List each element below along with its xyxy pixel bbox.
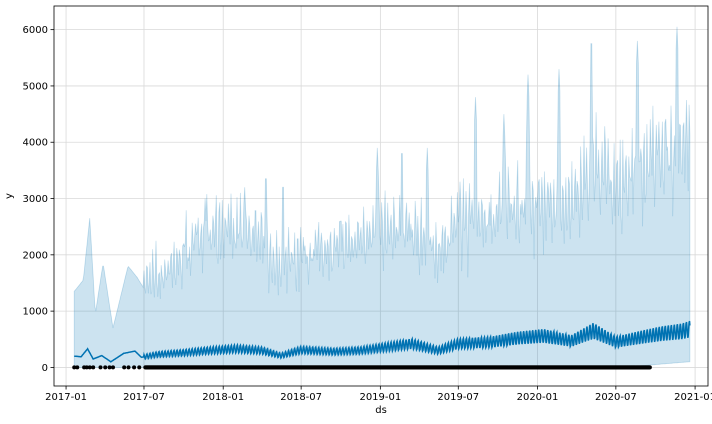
x-tick-label: 2017-01 [45, 392, 87, 403]
forecast-line-layer [74, 320, 691, 363]
plot-background [54, 6, 708, 386]
y-axis: 0 1000 2000 3000 4000 5000 6000 [23, 25, 54, 374]
observed-point [75, 365, 80, 370]
forecast-line [74, 320, 691, 363]
observed-point [137, 365, 142, 370]
plot-area-background [54, 6, 708, 386]
observed-point [132, 365, 137, 370]
x-tick-label: 2019-01 [359, 392, 401, 403]
observed-point [647, 365, 652, 370]
observed-point [103, 365, 108, 370]
observed-point [72, 365, 77, 370]
observed-point [126, 365, 131, 370]
observed-point [122, 365, 127, 370]
x-axis: 2017-01 2017-07 2018-01 2018-07 2019-01 2019-… [45, 386, 712, 403]
y-tick-label: 4000 [23, 138, 48, 149]
y-tick-label: 3000 [23, 194, 48, 205]
y-tick-label: 6000 [23, 25, 48, 36]
x-tick-label: 2018-07 [280, 392, 322, 403]
y-tick-label: 2000 [23, 250, 48, 261]
plot-frame [53, 5, 709, 387]
observed-point [98, 365, 103, 370]
x-tick-label: 2020-01 [517, 392, 559, 403]
observed-point [84, 365, 89, 370]
observed-point [87, 365, 92, 370]
x-tick-label: 2021-01 [674, 392, 712, 403]
x-axis-label: ds [375, 405, 387, 416]
x-tick-label: 2019-07 [437, 392, 479, 403]
observed-point [91, 365, 96, 370]
y-tick-label: 1000 [23, 307, 48, 318]
y-tick-label: 5000 [23, 81, 48, 92]
observed-points-layer [72, 365, 652, 370]
observed-point [110, 365, 115, 370]
x-tick-label: 2018-01 [202, 392, 244, 403]
y-axis-label: y [4, 193, 15, 199]
y-tick-label: 0 [42, 363, 48, 374]
x-tick-label: 2017-07 [123, 392, 165, 403]
observed-point [107, 365, 112, 370]
x-tick-label: 2020-07 [595, 392, 637, 403]
